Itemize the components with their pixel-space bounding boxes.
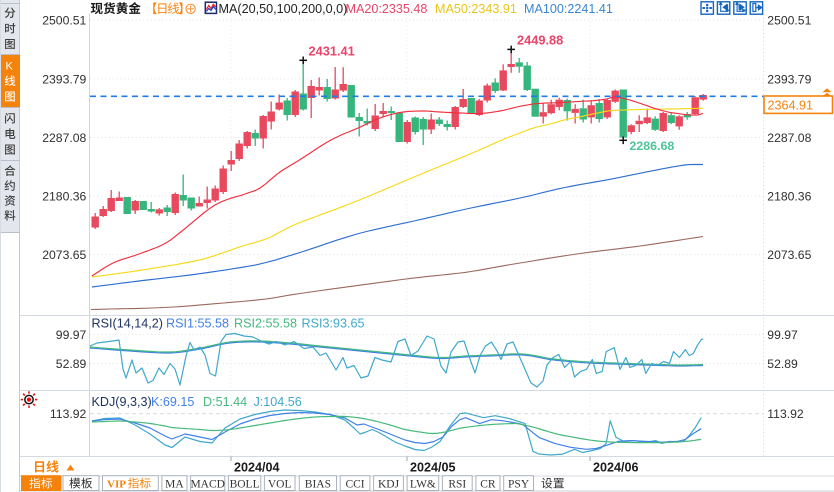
svg-text:CCI: CCI [345,478,364,490]
svg-text:52.89: 52.89 [56,357,87,371]
svg-text:2286.68: 2286.68 [630,139,675,153]
svg-text:VIP: VIP [107,478,126,490]
svg-text:VOL: VOL [268,478,292,490]
svg-text:J:104.56: J:104.56 [254,395,302,409]
svg-text:2024/06: 2024/06 [593,461,639,475]
svg-text:K:69.15: K:69.15 [151,395,194,409]
svg-text:2180.36: 2180.36 [42,190,86,204]
svg-text:99.97: 99.97 [767,328,798,342]
svg-text:2500.51: 2500.51 [767,14,811,28]
svg-text:2287.08: 2287.08 [767,131,811,145]
svg-text:MA: MA [165,478,184,490]
svg-text:RSI1:55.58: RSI1:55.58 [166,317,229,331]
svg-text:RSI(14,14,2): RSI(14,14,2) [92,317,163,331]
svg-text:MA100:2241.41: MA100:2241.41 [524,2,613,16]
svg-text:2364.91: 2364.91 [768,98,814,112]
svg-text:MA(20,50,100,200,0,0): MA(20,50,100,200,0,0) [219,2,348,16]
svg-text:BOLL: BOLL [230,478,260,490]
svg-text:2393.79: 2393.79 [767,72,811,86]
svg-text:MA20:2335.48: MA20:2335.48 [346,2,428,16]
svg-text:LW&: LW& [410,478,436,490]
svg-text:RSI2:55.58: RSI2:55.58 [234,317,297,331]
svg-text:CR: CR [480,478,496,490]
svg-text:52.89: 52.89 [767,357,798,371]
svg-text:KDJ: KDJ [378,478,400,490]
svg-text:2073.65: 2073.65 [767,248,811,262]
svg-text:PSY: PSY [508,478,530,490]
svg-text:2393.79: 2393.79 [42,72,86,86]
svg-text:KDJ(9,3,3): KDJ(9,3,3) [92,395,152,409]
svg-text:2024/04: 2024/04 [234,461,280,475]
svg-text:2287.08: 2287.08 [42,131,86,145]
svg-text:113.92: 113.92 [767,407,804,421]
svg-text:RSI3:93.65: RSI3:93.65 [302,317,365,331]
svg-text:2024/05: 2024/05 [410,461,456,475]
svg-text:MACD: MACD [190,478,225,490]
svg-text:2449.88: 2449.88 [517,32,563,47]
svg-text:RSI: RSI [448,478,466,490]
svg-text:D:51.44: D:51.44 [203,395,247,409]
svg-text:BIAS: BIAS [305,478,331,490]
svg-text:2431.41: 2431.41 [309,44,355,59]
svg-text:2073.65: 2073.65 [42,248,86,262]
svg-text:2180.36: 2180.36 [767,190,811,204]
svg-text:2500.51: 2500.51 [42,14,86,28]
svg-text:99.97: 99.97 [56,328,87,342]
svg-text:K: K [6,61,14,73]
svg-text:MA50:2343.91: MA50:2343.91 [435,2,517,16]
svg-text:113.92: 113.92 [50,407,87,421]
